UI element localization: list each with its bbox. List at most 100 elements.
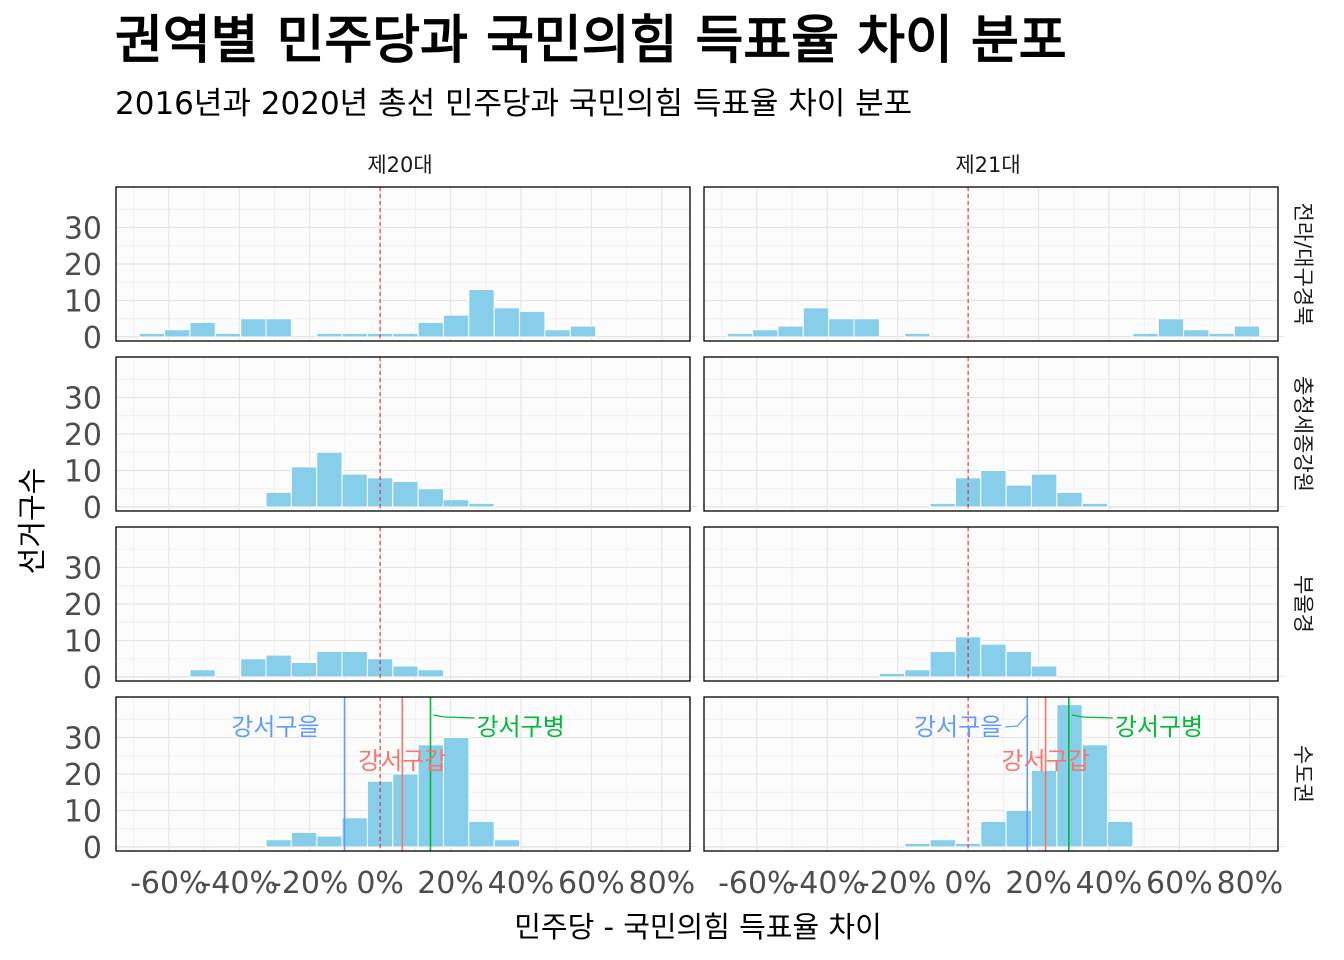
histogram-bar [853,318,880,338]
histogram-bar [1208,506,1235,507]
histogram-bar [828,676,855,677]
histogram-bar [595,336,621,337]
histogram-bar [240,506,267,507]
histogram-bar [468,676,495,677]
histogram-bar [1056,336,1083,337]
label-leader-line [1071,714,1113,719]
panel-border [115,696,691,852]
column-strip-label: 제21대 [955,153,1020,177]
district-label: 강서구갑 [358,747,446,775]
histogram-bar [854,676,880,677]
histogram-bar [1107,676,1133,677]
histogram-bar [595,506,621,507]
histogram-bar [265,839,292,848]
y-tick-label: 30 [64,722,102,757]
histogram-bar [904,506,931,507]
y-tick-label: 0 [83,831,102,866]
y-tick-label: 20 [64,758,102,793]
histogram-bar [620,676,647,677]
x-tick-label: 60% [558,866,625,901]
histogram-bar [341,650,368,678]
histogram-bar [189,321,216,338]
x-tick-label: 0% [944,866,992,901]
histogram-bar [544,329,571,338]
facet-panel [701,186,1286,342]
histogram-bar [164,329,191,338]
y-tick-label: 0 [83,491,102,526]
histogram-bar [1132,846,1159,847]
histogram-bar [980,643,1007,678]
histogram-bar [620,846,647,847]
histogram-bar [519,506,545,507]
x-tick-label: 80% [628,866,695,901]
district-label: 강서구갑 [1001,747,1089,775]
histogram-bar [544,846,571,847]
histogram-bar [570,846,596,847]
histogram-bar [316,451,343,508]
histogram-bar [701,846,728,847]
panel-border [115,186,691,342]
histogram-bar [290,466,318,508]
histogram-bar [215,506,241,507]
x-axis-title: 민주당 - 국민의힘 득표율 차이 [514,910,882,944]
histogram-bar [1082,336,1108,337]
histogram-bar [494,676,520,677]
histogram-bar [701,506,728,507]
histogram-bar [1132,676,1159,677]
histogram-bar [189,669,216,678]
x-tick-label: 80% [1216,866,1283,901]
histogram-bar [1081,744,1109,848]
histogram-bar [265,491,292,508]
facet-panel [701,526,1286,682]
histogram-bar [727,676,753,677]
x-tick-label: -60% [130,866,208,901]
histogram-bar [442,314,470,338]
x-tick-label: 60% [1146,866,1213,901]
histogram-bar [777,676,804,677]
histogram-bar [468,289,495,338]
histogram-bar [240,846,267,847]
district-label: 강서구을 [231,713,319,741]
histogram-bar [1107,506,1133,507]
histogram-bar [1030,665,1058,678]
histogram-bar [392,480,419,508]
histogram-bar [442,737,470,848]
histogram-bar [468,820,495,848]
histogram-bar [519,310,546,338]
y-tick-label: 30 [64,382,102,417]
y-tick-label: 10 [64,455,102,490]
chart-title: 권역별 민주당과 국민의힘 득표율 차이 분포 [115,11,1067,71]
histogram-bar [240,318,267,338]
row-strip-label: 부울경 [1291,575,1315,633]
histogram-bar [417,488,444,508]
histogram-bar [113,676,140,677]
histogram-bar [1056,491,1083,508]
histogram-bar [701,676,728,677]
histogram-bar [777,846,804,847]
histogram-bar [164,676,190,677]
histogram-bar [544,506,571,507]
y-axis-title: 선거구수 [15,468,49,575]
histogram-bar [189,506,216,507]
histogram-bar [1233,325,1261,338]
histogram-bar [1107,820,1134,848]
histogram-bar [727,846,753,847]
histogram-bar [980,336,1007,337]
histogram-bar [929,502,956,508]
y-tick-label: 30 [64,212,102,247]
histogram-bar [620,336,647,337]
histogram-bar [980,470,1007,508]
histogram-bar [646,676,672,677]
panel-border [703,186,1279,342]
histogram-bar [1030,769,1058,848]
histogram-bar [646,506,672,507]
histogram-bar [215,846,241,847]
histogram-bar [1158,846,1184,847]
histogram-bar [1259,506,1286,507]
histogram-bar [1082,676,1108,677]
histogram-bar [316,835,343,848]
histogram-bar [189,846,216,847]
histogram-bar [138,332,166,338]
